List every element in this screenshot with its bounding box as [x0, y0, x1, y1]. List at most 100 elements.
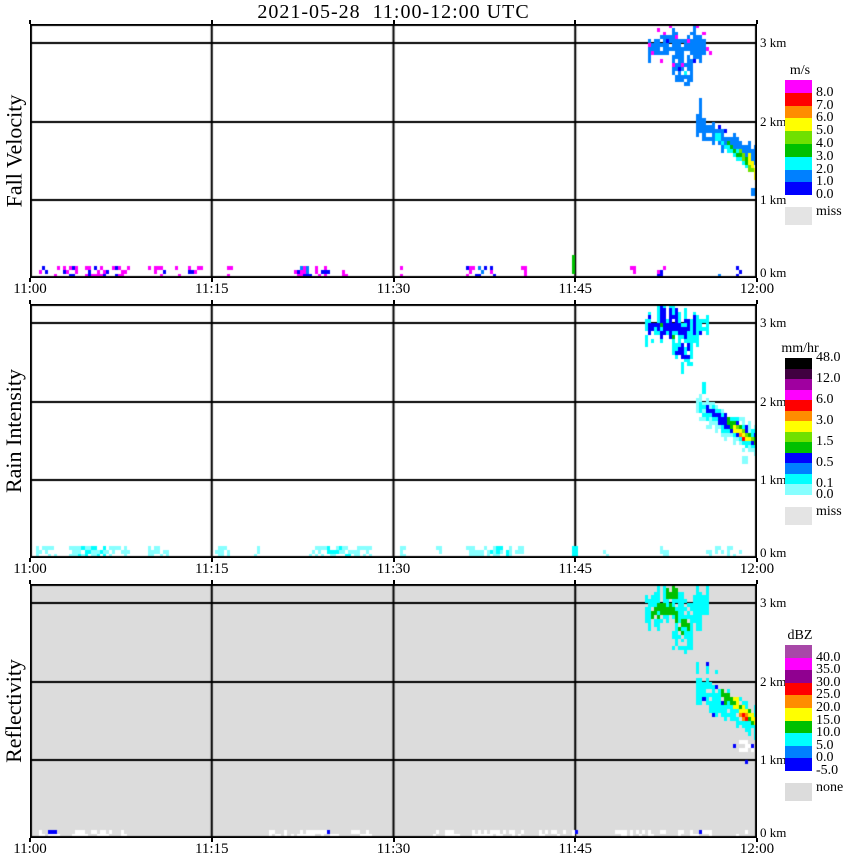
colorbar-band-orange [785, 695, 812, 708]
colorbar-tick-label: 7.0 [816, 97, 834, 113]
colorbar-tick-label: 15.0 [816, 712, 841, 728]
axis-tick [574, 558, 577, 562]
y-axis-title-wrap: Rain Intensity [0, 304, 28, 558]
colorbar-tick-label: 0.1 [816, 476, 834, 491]
axis-tick [574, 20, 577, 24]
colorbar-tick-label: 0.0 [816, 486, 834, 502]
x-tick-label: 11:30 [376, 841, 411, 857]
colorbar-band-cyan [785, 473, 812, 484]
colorbar-missing-label: miss [816, 204, 842, 220]
colorbar-tick-label: 30.0 [816, 674, 841, 690]
colorbar-band-green [785, 720, 812, 734]
colorbar-band-red [785, 400, 812, 411]
x-tick-label: 12:00 [739, 841, 775, 857]
colorbar-band-darkpurple [785, 368, 812, 379]
colorbar-tick-label: 40.0 [816, 649, 841, 665]
axis-tick [392, 300, 395, 304]
fall-velocity-heatmap [30, 24, 757, 278]
colorbar-band-yellow [785, 421, 812, 432]
axis-tick [392, 838, 395, 842]
colorbar-band-dbzpurple [785, 670, 812, 683]
colorbar-band-purple [785, 379, 812, 390]
colorbar-band-yellow [785, 708, 812, 721]
colorbar-tick-label: 4.0 [816, 136, 834, 151]
rain-intensity-heatmap [30, 304, 757, 558]
y-tick-label: 3 km [760, 315, 787, 330]
panel-reflectivity: Reflectivity 3 km 2 km 1 km 0 km 11:00 11:15 1… [0, 580, 850, 857]
colorbar-tick-label: 25.0 [816, 687, 841, 703]
x-tick-label: 11:15 [194, 841, 229, 857]
colorbar-band-red [785, 92, 812, 106]
axis-tick [756, 20, 758, 24]
colorbar-band-orange [785, 105, 812, 119]
axis-tick [392, 558, 395, 562]
y-tick-label: 3 km [760, 595, 787, 610]
colorbar-tick-label: 8.0 [816, 84, 834, 100]
y-tick-label: 0 km [760, 545, 787, 560]
axis-tick [29, 558, 31, 562]
axis-tick [210, 580, 213, 584]
axis-tick [210, 558, 213, 562]
y-axis-title-wrap: Fall Velocity [0, 24, 28, 278]
colorbar-tick-label: 6.0 [816, 392, 834, 407]
colorbar-tick-label: -5.0 [816, 763, 839, 778]
colorbar-band-red [785, 682, 812, 696]
colorbar-tick-label: 2.0 [816, 161, 834, 177]
axis-tick [574, 278, 577, 282]
axis-tick [210, 300, 213, 304]
colorbar-band-dodger [785, 463, 812, 474]
axis-tick [756, 838, 758, 842]
colorbar-band-cyan [785, 733, 812, 746]
colorbar-tick-label: 3.0 [816, 413, 834, 428]
colorbar-band-chartreuse [785, 431, 812, 442]
axis-tick [756, 278, 758, 282]
colorbar-tick-label: 6.0 [816, 110, 834, 126]
colorbar-tick-label: 5.0 [816, 737, 834, 753]
y-tick-label: 1 km [760, 752, 787, 767]
fall-velocity-axis-title: Fall Velocity [1, 94, 26, 208]
x-tick-label: 11:00 [13, 841, 47, 857]
x-tick-label: 11:00 [13, 561, 47, 577]
y-tick-label: 1 km [760, 472, 787, 487]
axis-tick [574, 300, 577, 304]
colorbar-band-blue [785, 758, 812, 771]
panel-rain-intensity: Rain Intensity 3 km 2 km 1 km 0 km 11:00 11:1… [0, 300, 850, 577]
colorbar-tick-label: 5.0 [816, 123, 834, 139]
colorbar-missing-swatch [785, 783, 812, 801]
axis-tick [210, 20, 213, 24]
colorbar-band-cyan [785, 156, 812, 170]
colorbar-band-blue [785, 452, 812, 463]
colorbar-band-magenta [785, 389, 812, 400]
axis-tick [29, 300, 31, 304]
x-tick-label: 12:00 [739, 561, 775, 577]
colorbar-band-green [785, 442, 812, 453]
colorbar-missing-label: miss [816, 503, 842, 519]
y-tick-label: 2 km [760, 114, 787, 129]
colorbar-band-pale [785, 484, 812, 495]
colorbar-band-dodger [785, 169, 812, 183]
colorbar-tick-label: 48.0 [816, 350, 841, 365]
reflectivity-axis-title: Reflectivity [1, 659, 27, 763]
axis-tick [210, 278, 213, 282]
figure-title: 2021-05-28 11:00-12:00 UTC [257, 1, 530, 23]
colorbar-title: mm/hr [781, 341, 819, 356]
panel-fall-velocity: Fall Velocity 3 km 2 km 1 km 0 km 11:00 11:15… [0, 20, 850, 297]
colorbar-tick-label: 10.0 [816, 725, 841, 741]
axis-tick [210, 838, 213, 842]
colorbar-missing-swatch [785, 506, 812, 525]
axis-tick [756, 580, 758, 584]
x-tick-label: 11:45 [558, 841, 593, 857]
axis-tick [392, 20, 395, 24]
axis-tick [756, 300, 758, 304]
y-tick-label: 0 km [760, 825, 787, 840]
colorbar-tick-label: 12.0 [816, 371, 841, 386]
axis-tick [392, 580, 395, 584]
axis-tick [392, 278, 395, 282]
colorbar-missing-label: none [816, 780, 844, 795]
colorbar-band-magenta [785, 80, 812, 93]
colorbar-band-orange [785, 410, 812, 421]
axis-tick [29, 838, 31, 842]
y-tick-label: 0 km [760, 265, 787, 280]
y-axis-title-wrap: Reflectivity [0, 584, 28, 838]
